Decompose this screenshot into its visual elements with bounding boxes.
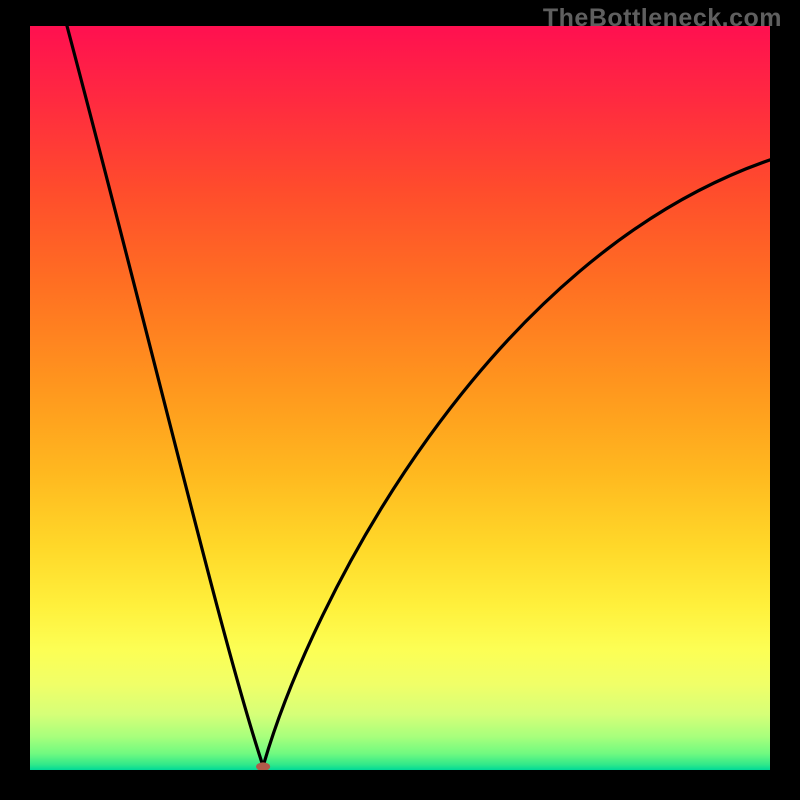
watermark-text: TheBottleneck.com: [543, 4, 782, 33]
bottleneck-chart: [30, 26, 770, 770]
chart-container: TheBottleneck.com: [0, 0, 800, 800]
chart-background: [30, 26, 770, 770]
